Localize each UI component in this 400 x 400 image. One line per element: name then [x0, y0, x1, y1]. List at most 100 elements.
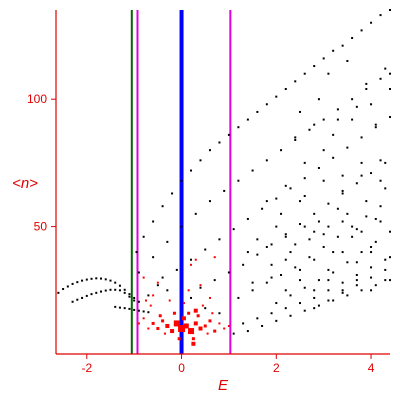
data-point [190, 258, 193, 261]
data-point [355, 182, 358, 185]
data-point [284, 233, 287, 236]
data-point [118, 284, 121, 287]
data-point [90, 277, 93, 280]
red-data-point [181, 316, 186, 321]
data-point [317, 304, 320, 307]
data-point [360, 136, 363, 139]
data-point [190, 296, 193, 299]
data-point [313, 289, 316, 292]
data-point [194, 212, 197, 215]
data-point [313, 65, 316, 68]
data-point [289, 251, 292, 254]
data-point [161, 205, 164, 208]
data-point [303, 195, 306, 198]
red-data-point [223, 327, 226, 330]
data-point [322, 149, 325, 152]
data-point [327, 289, 330, 292]
red-data-point [145, 299, 148, 302]
data-point [365, 215, 368, 218]
data-point [322, 233, 325, 236]
data-point [275, 197, 278, 200]
x-axis-title: E [218, 377, 229, 394]
data-point [284, 184, 287, 187]
red-data-point [172, 311, 176, 315]
data-point [341, 189, 344, 192]
data-point [327, 225, 330, 228]
data-point [355, 279, 358, 282]
data-point [308, 238, 311, 241]
data-point [242, 322, 245, 325]
data-point [370, 245, 373, 248]
red-data-point [177, 337, 181, 341]
data-point [114, 305, 117, 308]
data-point [360, 251, 363, 254]
data-point [237, 296, 240, 299]
data-point [327, 268, 330, 271]
red-data-point [227, 324, 230, 327]
data-point [313, 123, 316, 126]
data-point [265, 245, 268, 248]
data-point [289, 187, 292, 190]
data-point [204, 307, 207, 310]
data-point [317, 166, 320, 169]
data-point [384, 187, 387, 190]
red-data-point [198, 326, 203, 331]
data-point [303, 72, 306, 75]
data-point [341, 220, 344, 223]
data-point [118, 289, 121, 292]
black-dot-series [57, 9, 391, 335]
red-data-point [194, 258, 197, 261]
data-point [389, 279, 391, 282]
data-point [327, 279, 330, 282]
red-data-point [161, 319, 165, 323]
data-point [237, 179, 240, 182]
data-point [180, 179, 183, 182]
red-data-point [149, 304, 152, 307]
data-point [389, 256, 391, 259]
data-point [341, 174, 344, 177]
data-point [355, 261, 358, 264]
data-point [336, 207, 339, 210]
data-point [199, 159, 202, 162]
data-point [379, 220, 382, 223]
data-point [213, 279, 216, 282]
red-data-point [191, 341, 196, 346]
data-point [223, 189, 226, 192]
data-point [370, 103, 373, 106]
red-data-point [193, 321, 198, 326]
data-point [389, 87, 391, 90]
data-point [128, 293, 131, 296]
data-point [289, 294, 292, 297]
data-point [71, 300, 74, 303]
data-point [298, 302, 301, 305]
data-point [66, 285, 69, 288]
data-point [298, 110, 301, 113]
data-point [265, 103, 268, 106]
data-point [308, 256, 311, 259]
data-point [232, 228, 235, 231]
data-point [341, 251, 344, 254]
red-data-point [158, 314, 162, 318]
data-point [180, 225, 183, 228]
y-tick-label: 50 [34, 220, 48, 234]
red-data-point [163, 332, 166, 335]
data-point [133, 299, 136, 302]
y-tick-label: 100 [27, 92, 47, 106]
data-point [246, 217, 249, 220]
data-point [346, 294, 349, 297]
data-point [332, 156, 335, 159]
data-point [190, 169, 193, 172]
red-data-point [188, 328, 195, 335]
data-point [341, 289, 344, 292]
red-data-point [203, 324, 207, 328]
data-point [227, 271, 230, 274]
data-point [379, 77, 382, 80]
data-point [313, 230, 316, 233]
data-point [270, 243, 273, 246]
data-point [384, 258, 387, 261]
data-point [341, 192, 344, 195]
data-point [208, 149, 211, 152]
red-data-point [152, 294, 155, 297]
data-point [135, 251, 138, 254]
data-point [100, 277, 103, 280]
